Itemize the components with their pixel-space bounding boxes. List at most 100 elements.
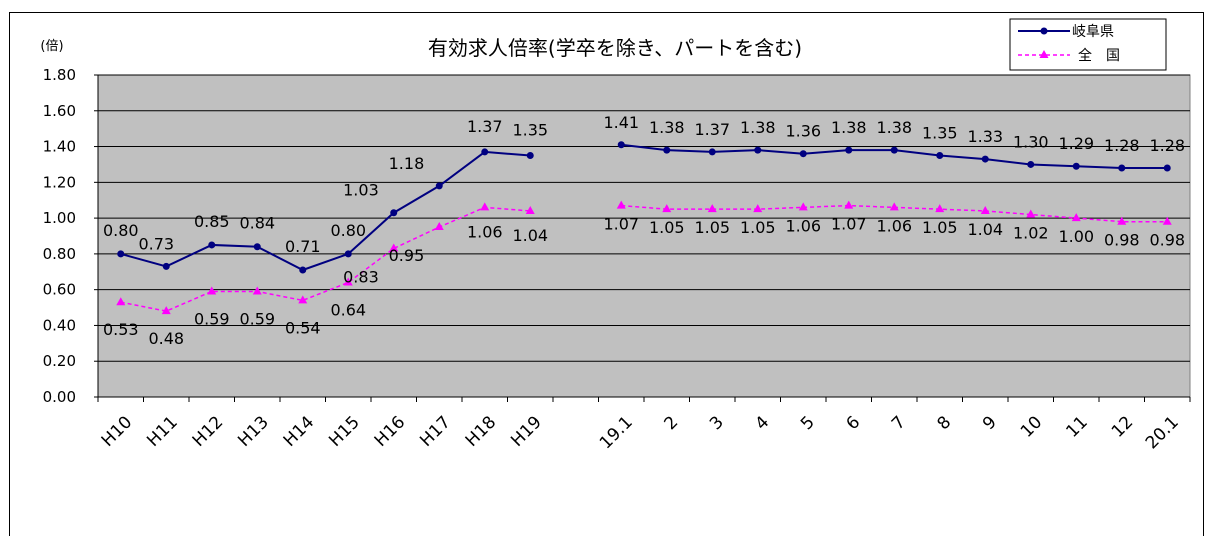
data-label-national: 1.05 bbox=[649, 218, 685, 237]
data-label-gifu: 1.35 bbox=[922, 124, 958, 143]
data-label-national: 1.07 bbox=[831, 215, 867, 234]
legend-box bbox=[1009, 18, 1167, 71]
series-0-point bbox=[481, 148, 489, 156]
x-tick-label: 19.1 bbox=[596, 412, 637, 453]
series-1-point bbox=[935, 204, 945, 213]
legend-label-national: 全 国 bbox=[1078, 47, 1120, 64]
series-line-0 bbox=[120, 150, 531, 272]
series-0-point bbox=[799, 150, 807, 158]
series-1-point bbox=[980, 205, 990, 214]
series-1-point bbox=[434, 222, 444, 231]
data-label-gifu: 0.85 bbox=[194, 212, 230, 231]
data-label-gifu: 1.33 bbox=[967, 127, 1003, 146]
series-1-point bbox=[161, 306, 171, 315]
x-tick-label: H17 bbox=[416, 412, 454, 450]
data-label-national: 0.48 bbox=[148, 329, 184, 348]
y-tick-label: 1.00 bbox=[43, 209, 76, 227]
data-label-gifu: 0.80 bbox=[330, 221, 366, 240]
x-tick-label: H18 bbox=[462, 412, 500, 450]
series-1-point bbox=[844, 200, 854, 209]
x-tick-label: H13 bbox=[234, 412, 272, 450]
data-label-gifu: 1.38 bbox=[740, 118, 776, 137]
data-label-national: 1.05 bbox=[922, 218, 958, 237]
legend-marker-gifu bbox=[1040, 27, 1048, 35]
chart-frame bbox=[9, 12, 1204, 536]
series-0-point bbox=[344, 250, 352, 258]
series-1-point bbox=[1162, 216, 1172, 225]
x-tick-label: 11 bbox=[1062, 412, 1091, 441]
data-label-national: 0.83 bbox=[343, 268, 379, 287]
y-tick-label: 0.40 bbox=[43, 316, 76, 334]
series-0-point bbox=[162, 262, 170, 270]
x-tick-label: 8 bbox=[933, 412, 955, 434]
data-label-national: 1.06 bbox=[876, 216, 912, 235]
data-label-gifu: 1.29 bbox=[1058, 134, 1094, 153]
y-tick-label: 1.40 bbox=[43, 138, 76, 156]
series-1-point bbox=[343, 277, 353, 286]
y-unit-label: (倍) bbox=[40, 39, 63, 54]
data-label-national: 0.98 bbox=[1149, 231, 1185, 250]
data-label-gifu: 1.41 bbox=[603, 113, 639, 132]
data-label-national: 0.54 bbox=[285, 318, 321, 337]
series-1-point bbox=[616, 200, 626, 209]
data-label-national: 0.53 bbox=[103, 320, 139, 339]
series-0-point bbox=[1163, 164, 1171, 172]
x-tick-label: 2 bbox=[660, 412, 682, 434]
series-0-point bbox=[1072, 162, 1080, 170]
data-label-gifu: 1.38 bbox=[876, 118, 912, 137]
data-label-national: 0.98 bbox=[1104, 231, 1140, 250]
series-0-point bbox=[617, 141, 625, 149]
data-label-gifu: 1.37 bbox=[694, 120, 730, 139]
y-tick-label: 0.20 bbox=[43, 352, 76, 370]
series-1-point bbox=[116, 297, 126, 306]
series-0-point bbox=[663, 146, 671, 154]
series-0-point bbox=[299, 266, 307, 274]
series-1-point bbox=[1071, 213, 1081, 222]
series-1-point bbox=[707, 204, 717, 213]
y-tick-label: 0.00 bbox=[43, 388, 76, 406]
series-0-point bbox=[117, 250, 125, 258]
data-label-national: 1.05 bbox=[694, 218, 730, 237]
legend-marker-national bbox=[1039, 50, 1049, 58]
x-tick-label: 5 bbox=[797, 412, 819, 434]
x-tick-label: 4 bbox=[751, 412, 773, 434]
series-0-point bbox=[526, 152, 534, 159]
data-label-national: 1.04 bbox=[512, 226, 548, 245]
x-tick-label: H15 bbox=[325, 412, 363, 450]
data-label-gifu: 0.84 bbox=[239, 214, 275, 233]
x-tick-label: H14 bbox=[280, 412, 318, 450]
series-0-point bbox=[754, 146, 762, 154]
series-0-point bbox=[890, 146, 898, 154]
y-tick-label: 1.20 bbox=[43, 173, 76, 191]
data-label-national: 1.06 bbox=[785, 216, 821, 235]
data-label-gifu: 1.28 bbox=[1104, 136, 1140, 155]
data-label-national: 0.59 bbox=[239, 309, 275, 328]
data-label-gifu: 1.30 bbox=[1013, 132, 1049, 151]
series-1-point bbox=[753, 204, 763, 213]
x-tick-label: 20.1 bbox=[1142, 412, 1183, 453]
series-0-point bbox=[390, 209, 398, 217]
data-label-national: 1.02 bbox=[1013, 224, 1049, 243]
chart-title: 有効求人倍率(学卒を除き、パートを含む) bbox=[428, 36, 802, 60]
data-label-gifu: 0.73 bbox=[138, 234, 174, 253]
series-1-point bbox=[298, 295, 308, 304]
y-tick-label: 0.60 bbox=[43, 281, 76, 299]
series-0-point bbox=[845, 146, 853, 154]
legend: 岐阜県 全 国 bbox=[1009, 18, 1167, 71]
series-1-point bbox=[525, 205, 535, 214]
series-1-point bbox=[889, 202, 899, 211]
series-1-point bbox=[480, 202, 490, 211]
data-label-national: 1.00 bbox=[1058, 227, 1094, 246]
x-tick-label: 9 bbox=[979, 412, 1001, 434]
data-label-national: 1.05 bbox=[740, 218, 776, 237]
series-0-point bbox=[208, 241, 216, 249]
y-tick-label: 1.60 bbox=[43, 102, 76, 120]
series-1-point bbox=[1117, 216, 1127, 225]
data-label-gifu: 1.37 bbox=[467, 117, 503, 136]
data-label-gifu: 1.03 bbox=[343, 181, 379, 200]
series-0-point bbox=[708, 148, 716, 156]
data-label-gifu: 1.36 bbox=[785, 122, 821, 141]
data-label-gifu: 1.38 bbox=[649, 118, 685, 137]
series-1-point bbox=[207, 286, 217, 295]
data-label-gifu: 0.80 bbox=[103, 221, 139, 240]
